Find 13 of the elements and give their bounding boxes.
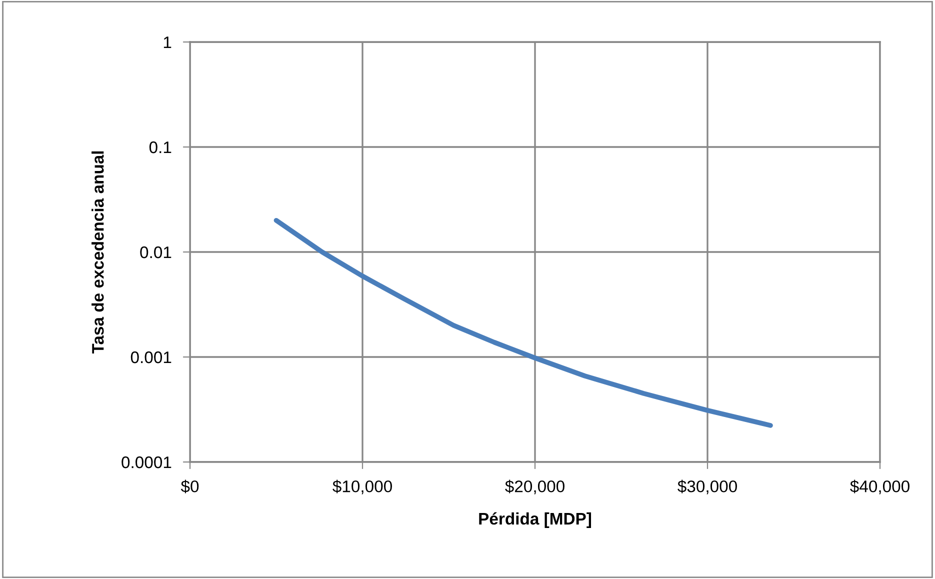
x-tick-label: $30,000	[678, 480, 737, 494]
y-tick-label: 0.1	[149, 141, 172, 154]
y-tick-label: 0.01	[140, 246, 172, 258]
y-tick-label: 0.001	[130, 351, 172, 364]
line-series	[274, 218, 773, 428]
x-tick-label: $10,000	[332, 480, 392, 494]
x-tick-label: $40,000	[850, 480, 910, 494]
y-tick-label: 0.0001	[122, 456, 172, 468]
x-tick-label: $20,000	[505, 480, 564, 494]
y-axis-title: Tasa de excedencia anual	[92, 151, 104, 354]
x-axis-title: Pérdida [MDP]	[479, 512, 592, 528]
x-tick-label: $0	[180, 480, 199, 494]
y-tick-label: 1	[164, 36, 172, 48]
